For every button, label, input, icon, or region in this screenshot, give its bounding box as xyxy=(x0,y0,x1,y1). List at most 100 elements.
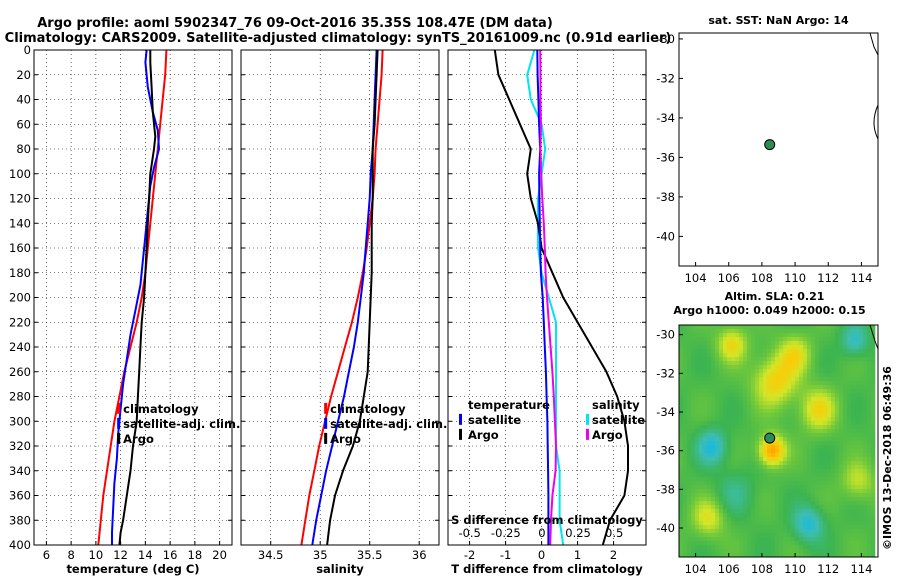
sla-heatmap-cell xyxy=(755,493,760,498)
sla-heatmap-cell xyxy=(683,481,688,486)
sla-heatmap-cell xyxy=(831,381,836,386)
sla-heatmap-cell xyxy=(687,361,692,366)
sla-heatmap-cell xyxy=(691,381,696,386)
sla-heatmap-cell xyxy=(815,453,820,458)
sla-heatmap-cell xyxy=(859,409,864,414)
sla-heatmap-cell xyxy=(867,509,872,514)
sla-heatmap-cell xyxy=(827,425,832,430)
sla-heatmap-cell xyxy=(811,429,816,434)
differences-xtick-label: 0 xyxy=(538,548,545,562)
sla_map-ytick-label: -36 xyxy=(656,444,675,458)
sla-heatmap-cell xyxy=(787,373,792,378)
sla-heatmap-cell xyxy=(819,469,824,474)
sla-heatmap-cell xyxy=(871,361,876,366)
sla-heatmap-cell xyxy=(771,369,776,374)
sla-heatmap-cell xyxy=(783,377,788,382)
sla-heatmap-cell xyxy=(835,357,840,362)
sla-heatmap-cell xyxy=(851,529,856,534)
sla-heatmap-cell xyxy=(763,529,768,534)
sla-heatmap-cell xyxy=(847,549,852,554)
sla-heatmap-cell xyxy=(847,457,852,462)
sla-heatmap-cell xyxy=(779,397,784,402)
sla-heatmap-cell xyxy=(859,457,864,462)
sla-heatmap-cell xyxy=(719,417,724,422)
sla-heatmap-cell xyxy=(823,381,828,386)
salinity-legend-label: climatology xyxy=(330,402,406,416)
sla-heatmap-cell xyxy=(775,417,780,422)
sla-heatmap-cell xyxy=(739,373,744,378)
sla-heatmap-cell xyxy=(767,453,772,458)
sla-heatmap-cell xyxy=(755,337,760,342)
sla-heatmap-cell xyxy=(723,413,728,418)
sla-heatmap-cell xyxy=(803,373,808,378)
sla-heatmap-cell xyxy=(695,385,700,390)
sla-heatmap-cell xyxy=(703,421,708,426)
sla-heatmap-cell xyxy=(743,421,748,426)
sla-heatmap-cell xyxy=(727,349,732,354)
sla-heatmap-cell xyxy=(859,397,864,402)
sla-heatmap-cell xyxy=(803,433,808,438)
sla-heatmap-cell xyxy=(707,481,712,486)
sla-heatmap-cell xyxy=(803,465,808,470)
sla-heatmap-cell xyxy=(831,493,836,498)
sla-heatmap-cell xyxy=(803,401,808,406)
sla-heatmap-cell xyxy=(827,497,832,502)
sla-heatmap-cell xyxy=(731,461,736,466)
sla-heatmap-cell xyxy=(799,397,804,402)
sla-heatmap-cell xyxy=(855,393,860,398)
sla-heatmap-cell xyxy=(803,517,808,522)
sla-heatmap-cell xyxy=(831,401,836,406)
sla-heatmap-cell xyxy=(719,453,724,458)
sla-heatmap-cell xyxy=(779,341,784,346)
sla-heatmap-cell xyxy=(811,329,816,334)
sla-heatmap-cell xyxy=(763,341,768,346)
sla-heatmap-cell xyxy=(747,525,752,530)
sla-heatmap-cell xyxy=(839,345,844,350)
sla-heatmap-cell xyxy=(791,385,796,390)
sla-heatmap-cell xyxy=(683,409,688,414)
sla-heatmap-cell xyxy=(843,545,848,550)
sla-heatmap-cell xyxy=(739,381,744,386)
sla-heatmap-cell xyxy=(867,413,872,418)
sla-heatmap-cell xyxy=(747,533,752,538)
sla-heatmap-cell xyxy=(759,445,764,450)
salinity-series-0 xyxy=(300,49,384,546)
sla-heatmap-cell xyxy=(811,385,816,390)
sla-heatmap-cell xyxy=(695,409,700,414)
sla-heatmap-cell xyxy=(859,449,864,454)
sla-heatmap-cell xyxy=(683,441,688,446)
sla-heatmap-cell xyxy=(755,441,760,446)
sla-heatmap-cell xyxy=(707,381,712,386)
sla-heatmap-cell xyxy=(779,441,784,446)
sla-heatmap-cell xyxy=(835,417,840,422)
sla-heatmap-cell xyxy=(859,441,864,446)
sla-heatmap-cell xyxy=(727,433,732,438)
sla-heatmap-cell xyxy=(719,505,724,510)
sla-heatmap-cell xyxy=(871,401,876,406)
sla-heatmap-cell xyxy=(699,501,704,506)
sla-heatmap-cell xyxy=(795,469,800,474)
sla-heatmap-cell xyxy=(743,513,748,518)
sla-heatmap-cell xyxy=(763,493,768,498)
sla-heatmap-cell xyxy=(835,349,840,354)
sla-heatmap-cell xyxy=(687,513,692,518)
sla-heatmap-cell xyxy=(695,429,700,434)
sla-heatmap-cell xyxy=(735,325,740,330)
sla-heatmap-cell xyxy=(767,353,772,358)
sla-heatmap-cell xyxy=(715,501,720,506)
sla-heatmap-cell xyxy=(795,345,800,350)
sla-heatmap-cell xyxy=(743,537,748,542)
sla-heatmap-cell xyxy=(807,413,812,418)
sla-heatmap-cell xyxy=(787,405,792,410)
sla-heatmap-cell xyxy=(835,553,840,558)
sla-heatmap-cell xyxy=(739,417,744,422)
sla-heatmap-cell xyxy=(743,449,748,454)
sla-heatmap-cell xyxy=(743,445,748,450)
sla-heatmap-cell xyxy=(803,421,808,426)
temperature-legend-label: satellite xyxy=(468,413,521,427)
sla-heatmap-cell xyxy=(815,493,820,498)
sla-heatmap-cell xyxy=(679,365,684,370)
sla-heatmap-cell xyxy=(735,521,740,526)
sla-heatmap-cell xyxy=(811,401,816,406)
sla-heatmap-cell xyxy=(871,537,876,542)
